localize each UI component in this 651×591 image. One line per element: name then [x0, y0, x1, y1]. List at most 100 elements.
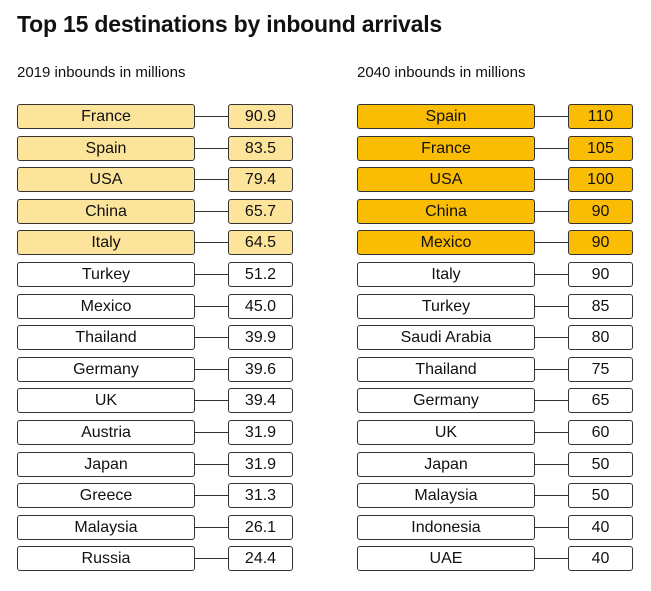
country-name-cell: Greece — [17, 483, 195, 508]
table-row-2040: Italy 90 — [357, 262, 633, 287]
row-connector-line — [195, 369, 228, 370]
table-row-2040: Germany 65 — [357, 388, 633, 413]
country-name-cell: Germany — [357, 388, 535, 413]
table-row-2040: China 90 — [357, 199, 633, 224]
row-connector-line — [535, 274, 568, 275]
row-connector-line — [535, 464, 568, 465]
arrivals-value-cell: 50 — [568, 452, 633, 477]
table-row-2019: Mexico 45.0 — [17, 294, 293, 319]
arrivals-value-cell: 110 — [568, 104, 633, 129]
row-connector-line — [195, 148, 228, 149]
country-name-cell: Austria — [17, 420, 195, 445]
table-row-2040: Thailand 75 — [357, 357, 633, 382]
country-name-cell: Malaysia — [17, 515, 195, 540]
arrivals-value-cell: 65 — [568, 388, 633, 413]
arrivals-value-cell: 80 — [568, 325, 633, 350]
panel-2019: 2019 inbounds in millions France 90.9 Spai… — [17, 62, 293, 571]
arrivals-value-cell: 39.9 — [228, 325, 293, 350]
table-row-2040: Malaysia 50 — [357, 483, 633, 508]
table-row-2019: Spain 83.5 — [17, 136, 293, 161]
table-row-2019: Germany 39.6 — [17, 357, 293, 382]
row-connector-line — [195, 179, 228, 180]
country-name-cell: Thailand — [17, 325, 195, 350]
table-row-2040: Spain 110 — [357, 104, 633, 129]
country-name-cell: Turkey — [17, 262, 195, 287]
row-connector-line — [535, 527, 568, 528]
row-connector-line — [195, 432, 228, 433]
arrivals-value-cell: 40 — [568, 515, 633, 540]
arrivals-value-cell: 105 — [568, 136, 633, 161]
row-connector-line — [195, 211, 228, 212]
row-connector-line — [535, 211, 568, 212]
arrivals-value-cell: 79.4 — [228, 167, 293, 192]
arrivals-value-cell: 40 — [568, 546, 633, 571]
arrivals-value-cell: 24.4 — [228, 546, 293, 571]
country-name-cell: Japan — [357, 452, 535, 477]
country-name-cell: Thailand — [357, 357, 535, 382]
arrivals-value-cell: 90 — [568, 262, 633, 287]
country-name-cell: Italy — [17, 230, 195, 255]
country-name-cell: Indonesia — [357, 515, 535, 540]
table-row-2019: Thailand 39.9 — [17, 325, 293, 350]
country-name-cell: China — [357, 199, 535, 224]
row-connector-line — [535, 400, 568, 401]
chart-title: Top 15 destinations by inbound arrivals — [17, 11, 443, 37]
arrivals-value-cell: 83.5 — [228, 136, 293, 161]
arrivals-value-cell: 31.9 — [228, 420, 293, 445]
country-name-cell: Mexico — [17, 294, 195, 319]
arrivals-value-cell: 26.1 — [228, 515, 293, 540]
table-row-2040: Turkey 85 — [357, 294, 633, 319]
arrivals-value-cell: 50 — [568, 483, 633, 508]
table-row-2019: Japan 31.9 — [17, 452, 293, 477]
country-name-cell: UAE — [357, 546, 535, 571]
row-connector-line — [535, 337, 568, 338]
row-connector-line — [535, 369, 568, 370]
arrivals-value-cell: 100 — [568, 167, 633, 192]
country-name-cell: France — [357, 136, 535, 161]
table-row-2019: USA 79.4 — [17, 167, 293, 192]
table-row-2019: Italy 64.5 — [17, 230, 293, 255]
panel-2040-subtitle: 2040 inbounds in millions — [357, 64, 526, 81]
row-connector-line — [195, 116, 228, 117]
row-connector-line — [535, 558, 568, 559]
table-row-2040: USA 100 — [357, 167, 633, 192]
arrivals-value-cell: 65.7 — [228, 199, 293, 224]
country-name-cell: Japan — [17, 452, 195, 477]
arrivals-value-cell: 90.9 — [228, 104, 293, 129]
arrivals-value-cell: 75 — [568, 357, 633, 382]
table-row-2019: Russia 24.4 — [17, 546, 293, 571]
arrivals-value-cell: 85 — [568, 294, 633, 319]
table-row-2019: Austria 31.9 — [17, 420, 293, 445]
table-row-2040: Indonesia 40 — [357, 515, 633, 540]
arrivals-value-cell: 39.4 — [228, 388, 293, 413]
country-name-cell: France — [17, 104, 195, 129]
arrivals-value-cell: 39.6 — [228, 357, 293, 382]
arrivals-value-cell: 45.0 — [228, 294, 293, 319]
country-name-cell: UK — [357, 420, 535, 445]
row-connector-line — [535, 116, 568, 117]
country-name-cell: Spain — [357, 104, 535, 129]
row-connector-line — [195, 400, 228, 401]
row-connector-line — [535, 242, 568, 243]
country-name-cell: Germany — [17, 357, 195, 382]
table-row-2019: China 65.7 — [17, 199, 293, 224]
panel-2040: 2040 inbounds in millions Spain 110 France… — [357, 62, 633, 571]
row-connector-line — [195, 558, 228, 559]
row-connector-line — [535, 495, 568, 496]
table-row-2040: Mexico 90 — [357, 230, 633, 255]
country-name-cell: USA — [17, 167, 195, 192]
row-connector-line — [535, 306, 568, 307]
row-connector-line — [195, 274, 228, 275]
country-name-cell: Spain — [17, 136, 195, 161]
row-connector-line — [535, 432, 568, 433]
country-name-cell: Turkey — [357, 294, 535, 319]
row-connector-line — [195, 527, 228, 528]
arrivals-value-cell: 60 — [568, 420, 633, 445]
country-name-cell: UK — [17, 388, 195, 413]
table-row-2040: UK 60 — [357, 420, 633, 445]
country-name-cell: USA — [357, 167, 535, 192]
table-row-2019: Greece 31.3 — [17, 483, 293, 508]
table-row-2040: France 105 — [357, 136, 633, 161]
row-connector-line — [195, 242, 228, 243]
table-row-2019: Turkey 51.2 — [17, 262, 293, 287]
